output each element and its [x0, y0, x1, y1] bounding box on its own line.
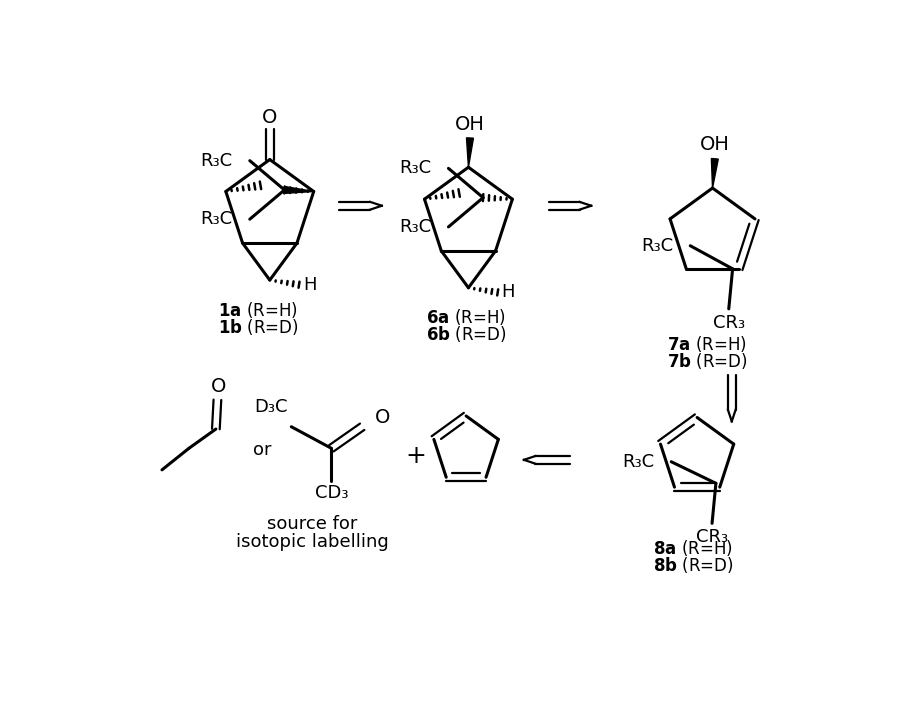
Text: R₃C: R₃C	[201, 152, 232, 170]
Text: $\mathbf{1b}$ (R=D): $\mathbf{1b}$ (R=D)	[218, 317, 299, 337]
Text: $\mathbf{1a}$ (R=H): $\mathbf{1a}$ (R=H)	[219, 300, 298, 320]
Text: $\mathbf{7b}$ (R=D): $\mathbf{7b}$ (R=D)	[666, 351, 747, 372]
Text: $\mathbf{8a}$ (R=H): $\mathbf{8a}$ (R=H)	[654, 539, 733, 559]
Polygon shape	[284, 186, 313, 194]
Text: R₃C: R₃C	[400, 159, 431, 177]
Text: H: H	[303, 276, 317, 294]
Text: O: O	[374, 408, 390, 427]
Text: OH: OH	[455, 114, 485, 134]
Text: R₃C: R₃C	[622, 453, 655, 471]
Polygon shape	[467, 138, 473, 167]
Text: OH: OH	[700, 135, 730, 154]
Text: D₃C: D₃C	[254, 398, 288, 416]
Text: $\mathbf{8b}$ (R=D): $\mathbf{8b}$ (R=D)	[653, 555, 734, 575]
Text: R₃C: R₃C	[641, 237, 674, 255]
Text: isotopic labelling: isotopic labelling	[236, 534, 389, 552]
Text: R₃C: R₃C	[201, 210, 232, 228]
Text: O: O	[212, 377, 227, 396]
Text: source for: source for	[267, 515, 358, 533]
Text: H: H	[502, 284, 515, 302]
Text: CD₃: CD₃	[314, 484, 348, 502]
Text: CR₃: CR₃	[696, 528, 728, 546]
Text: R₃C: R₃C	[400, 218, 431, 236]
Polygon shape	[711, 158, 718, 188]
Text: O: O	[262, 109, 278, 127]
Text: CR₃: CR₃	[713, 314, 745, 332]
Text: +: +	[406, 444, 427, 468]
Text: $\mathbf{6b}$ (R=D): $\mathbf{6b}$ (R=D)	[426, 324, 507, 344]
Text: $\mathbf{7a}$ (R=H): $\mathbf{7a}$ (R=H)	[667, 334, 747, 354]
Text: or: or	[252, 441, 271, 459]
Text: $\mathbf{6a}$ (R=H): $\mathbf{6a}$ (R=H)	[427, 307, 506, 328]
